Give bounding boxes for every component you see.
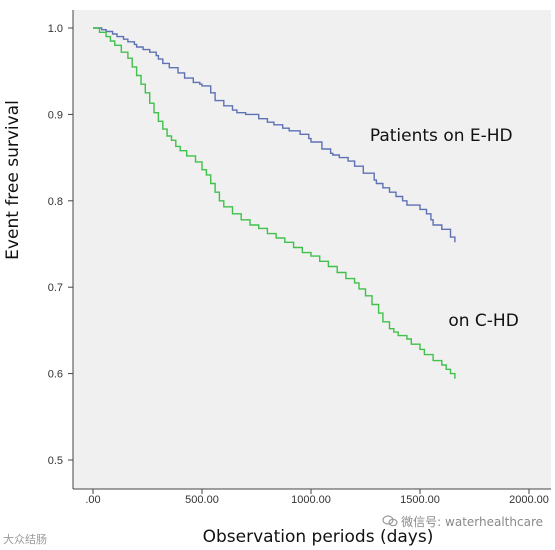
watermark-right: 微信号: waterhealthcare [382, 513, 543, 530]
annotation-e-hd: Patients on E-HD [370, 126, 513, 146]
x-tick-label: 1000.00 [291, 494, 331, 506]
x-tick-label: 2000.00 [509, 494, 549, 506]
watermark-left: 大众结肠 [3, 531, 47, 547]
y-axis-title: Event free survival [3, 100, 23, 260]
y-tick-label: 1.0 [48, 23, 63, 35]
y-tick-label: 0.6 [48, 369, 63, 381]
y-tick-label: 0.5 [48, 455, 63, 467]
y-tick-label: 0.8 [48, 196, 63, 208]
x-tick-label: 500.00 [185, 494, 219, 506]
y-tick-label: 0.9 [48, 109, 63, 121]
series-line-c-hd [93, 27, 456, 379]
x-axis-title: Observation periods (days) [203, 527, 434, 547]
watermark-left-text: 大众结肠 [3, 533, 47, 546]
annotation-c-hd: on C-HD [448, 311, 518, 331]
x-tick-label: .00 [85, 494, 100, 506]
x-tick-label: 1500.00 [400, 494, 440, 506]
y-tick-label: 0.7 [48, 282, 63, 294]
series-line-e-hd [93, 27, 456, 243]
wechat-icon [382, 515, 398, 527]
plot-area [73, 10, 551, 489]
watermark-right-text: 微信号: waterhealthcare [401, 515, 543, 529]
series-layer [93, 27, 456, 379]
axes-layer [72, 10, 551, 490]
ticks-layer: 0.5 0.6 0.7 0.8 0.9 1.0 .00 500.00 1000.00 1500.0… [48, 23, 549, 506]
